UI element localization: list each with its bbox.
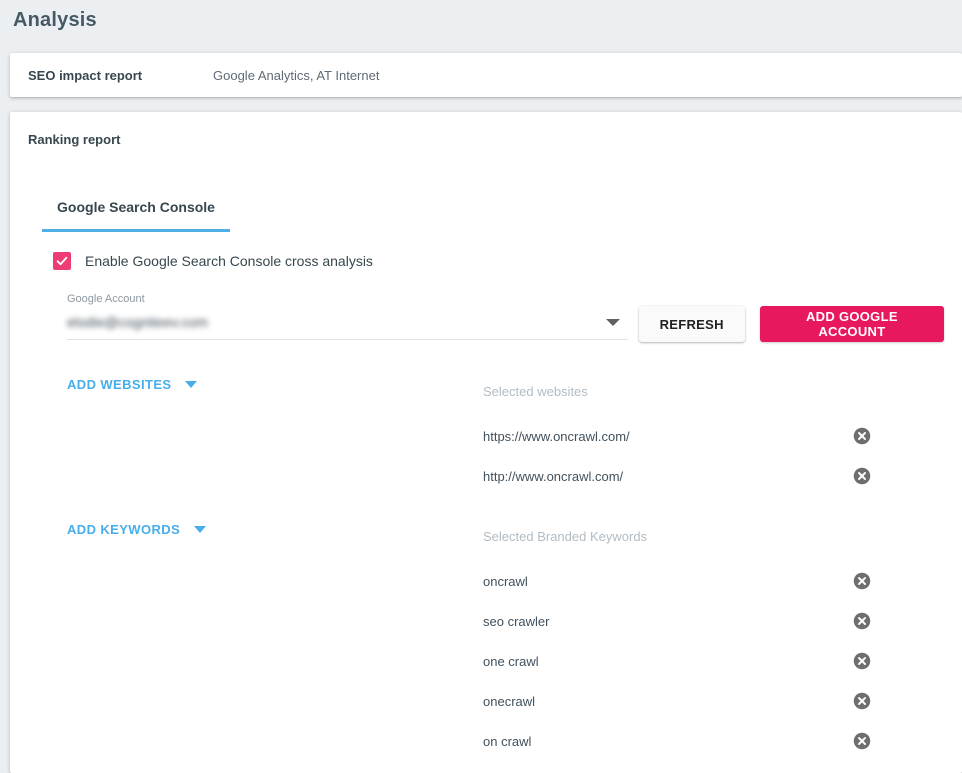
keywords-section: ADD KEYWORDS Selected Branded Keywords o…: [28, 521, 944, 761]
add-websites-button[interactable]: ADD WEBSITES: [67, 377, 198, 392]
add-keywords-button[interactable]: ADD KEYWORDS: [67, 522, 207, 537]
remove-x-icon: [853, 467, 871, 485]
remove-item-button[interactable]: [853, 467, 871, 485]
add-keywords-label: ADD KEYWORDS: [67, 522, 181, 537]
remove-item-button[interactable]: [853, 427, 871, 445]
selected-websites-label: Selected websites: [483, 384, 588, 399]
ranking-report-card: Ranking report Google Search Console Ena…: [10, 112, 962, 773]
chevron-down-icon: [194, 526, 207, 533]
google-account-row: Google Account elodie@cogniteev.com REFR…: [67, 293, 944, 342]
add-google-account-button[interactable]: ADD GOOGLE ACCOUNT: [759, 306, 944, 342]
remove-item-button[interactable]: [853, 612, 871, 630]
list-item-label: http://www.oncrawl.com/: [483, 468, 624, 484]
enable-gsc-label: Enable Google Search Console cross analy…: [85, 253, 373, 269]
selected-keywords-list: oncrawl seo crawler one crawl onecrawl on cr…: [483, 561, 871, 761]
selected-websites-list: https://www.oncrawl.com/http://www.oncra…: [483, 416, 871, 496]
remove-x-icon: [853, 612, 871, 630]
list-item: one crawl: [483, 641, 871, 681]
checkmark-icon: [56, 256, 68, 266]
remove-x-icon: [853, 692, 871, 710]
selected-keywords-label: Selected Branded Keywords: [483, 529, 648, 544]
page-title: Analysis: [13, 9, 97, 31]
seo-impact-report-label: SEO impact report: [28, 67, 143, 83]
google-account-field-label: Google Account: [67, 293, 145, 305]
list-item-label: oncrawl: [483, 573, 528, 589]
list-item: http://www.oncrawl.com/: [483, 456, 871, 496]
list-item-label: https://www.oncrawl.com/: [483, 428, 630, 444]
google-account-value: elodie@cogniteev.com: [67, 314, 208, 330]
seo-impact-report-card[interactable]: SEO impact report Google Analytics, AT I…: [10, 53, 962, 97]
tab-bar: Google Search Console: [42, 199, 944, 232]
list-item-label: seo crawler: [483, 613, 550, 629]
remove-x-icon: [853, 572, 871, 590]
list-item-label: on crawl: [483, 733, 532, 749]
add-websites-label: ADD WEBSITES: [67, 377, 172, 392]
list-item: on crawl: [483, 721, 871, 761]
list-item: https://www.oncrawl.com/: [483, 416, 871, 456]
remove-x-icon: [853, 652, 871, 670]
remove-x-icon: [853, 427, 871, 445]
list-item: onecrawl: [483, 681, 871, 721]
remove-item-button[interactable]: [853, 732, 871, 750]
remove-item-button[interactable]: [853, 572, 871, 590]
list-item-label: onecrawl: [483, 693, 536, 709]
dropdown-arrow-icon[interactable]: [605, 318, 620, 326]
chevron-down-icon: [185, 381, 198, 388]
remove-item-button[interactable]: [853, 652, 871, 670]
remove-item-button[interactable]: [853, 692, 871, 710]
websites-section: ADD WEBSITES Selected websites https://w…: [28, 376, 944, 496]
enable-gsc-checkbox[interactable]: [53, 252, 71, 270]
seo-impact-report-sources: Google Analytics, AT Internet: [213, 67, 380, 83]
enable-gsc-row: Enable Google Search Console cross analy…: [53, 252, 944, 270]
google-account-select[interactable]: Google Account elodie@cogniteev.com: [67, 293, 628, 340]
refresh-button[interactable]: REFRESH: [638, 306, 745, 342]
ranking-report-title: Ranking report: [28, 132, 121, 147]
tab-google-search-console[interactable]: Google Search Console: [42, 199, 230, 232]
page-header: Analysis: [0, 0, 962, 40]
list-item: oncrawl: [483, 561, 871, 601]
list-item: seo crawler: [483, 601, 871, 641]
list-item-label: one crawl: [483, 653, 539, 669]
remove-x-icon: [853, 732, 871, 750]
